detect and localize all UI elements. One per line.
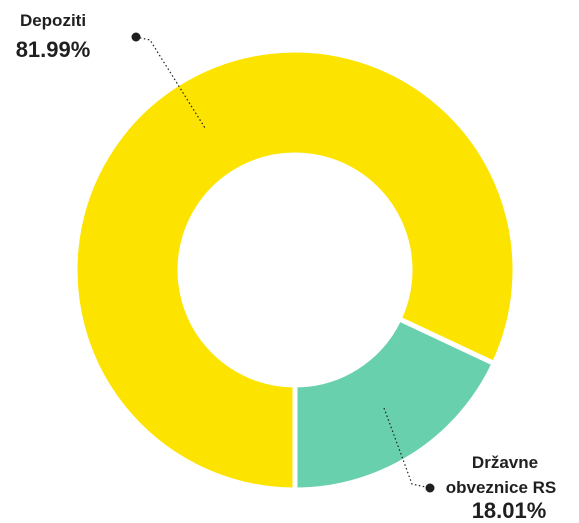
slice-name-drzavne-line-2: obveznice RS [446,478,557,497]
slice-drzavne-obveznice [292,315,498,493]
slice-value-depoziti: 81.99% [16,37,91,62]
slice-name-depoziti: Depoziti [20,11,86,30]
leader-dot-drzavne-obveznice [425,483,435,493]
leader-dot-depoziti [131,32,141,42]
slice-label-depoziti: Depoziti 81.99% [16,11,206,129]
slice-depoziti [72,47,518,493]
leader-line-drzavne-obveznice [383,407,431,489]
slice-name-drzavne-line-1: Državne [472,453,538,472]
leader-line-depoziti [135,36,206,129]
slice-value-drzavne-obveznice: 18.01% [472,498,547,523]
donut-slices [72,47,518,493]
slice-label-drzavne-obveznice: Državne obveznice RS 18.01% [383,407,557,523]
